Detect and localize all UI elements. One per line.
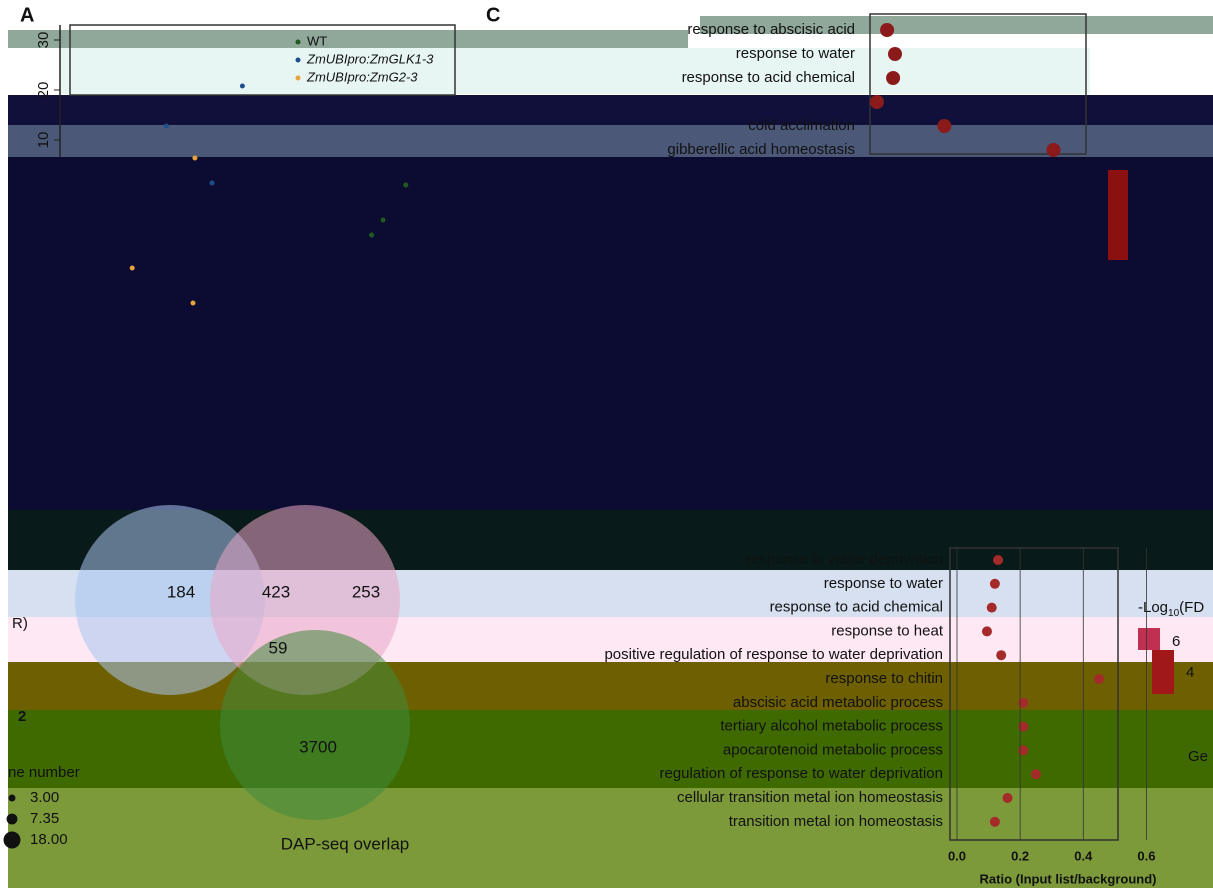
panel-label: C bbox=[486, 4, 500, 26]
colorbar-tick: 4 bbox=[1186, 664, 1194, 681]
size-key bbox=[3, 831, 21, 849]
band bbox=[8, 125, 1213, 157]
colorbar-tick: 6 bbox=[1172, 633, 1180, 650]
band bbox=[8, 157, 1213, 510]
term-label: response to water bbox=[824, 575, 943, 592]
x-tick-label: 0.4 bbox=[1074, 848, 1093, 863]
plot-frame bbox=[949, 547, 1119, 841]
title-part: (FD bbox=[1179, 599, 1204, 616]
plot-frame bbox=[869, 13, 1087, 155]
term-label: response to chitin bbox=[825, 670, 943, 687]
term-label: cold acclimation bbox=[748, 117, 855, 134]
title-part: 10 bbox=[1168, 608, 1180, 619]
term-label: response to abscisic acid bbox=[687, 21, 855, 38]
term-label: positive regulation of response to water… bbox=[604, 646, 943, 663]
term-label: abscisic acid metabolic process bbox=[733, 694, 943, 711]
dot bbox=[937, 119, 952, 133]
point bbox=[190, 300, 196, 306]
dot bbox=[986, 602, 997, 613]
fdr-legend-title: -Log10(FD bbox=[1138, 599, 1204, 619]
plot-frame bbox=[69, 24, 456, 96]
colorbar bbox=[1138, 628, 1160, 650]
venn-count: 3700 bbox=[299, 737, 337, 756]
point bbox=[380, 217, 386, 223]
dot bbox=[981, 626, 992, 637]
dot bbox=[1002, 793, 1013, 803]
band bbox=[700, 16, 1213, 34]
dot bbox=[1046, 143, 1061, 157]
venn-count: 59 bbox=[269, 638, 288, 657]
band bbox=[8, 95, 1213, 125]
dot bbox=[989, 816, 1000, 827]
dot bbox=[1018, 745, 1029, 756]
venn-count: 253 bbox=[352, 582, 380, 601]
fragment: Ge bbox=[1188, 748, 1208, 765]
term-label: response to water deprivation bbox=[746, 551, 943, 568]
term-label: response to water bbox=[736, 45, 855, 62]
dot bbox=[996, 650, 1007, 661]
term-label: cellular transition metal ion homeostasi… bbox=[677, 789, 943, 806]
dot bbox=[1094, 674, 1105, 684]
point bbox=[129, 265, 135, 271]
term-label: apocarotenoid metabolic process bbox=[723, 741, 943, 758]
y-tick-label: 10 bbox=[35, 132, 52, 149]
title-part: -Log bbox=[1138, 599, 1168, 616]
point bbox=[163, 123, 169, 129]
size-key-label: 18.00 bbox=[30, 831, 68, 848]
dot bbox=[1018, 721, 1029, 732]
term-label: response to heat bbox=[831, 622, 944, 639]
dot bbox=[1018, 697, 1029, 708]
size-key bbox=[6, 813, 18, 825]
dot bbox=[880, 23, 895, 37]
x-tick-label: 0.6 bbox=[1137, 848, 1155, 863]
dot bbox=[989, 578, 1000, 589]
size-key bbox=[8, 794, 16, 802]
venn-set bbox=[75, 505, 265, 695]
y-tick-label: 30 bbox=[35, 32, 52, 49]
band bbox=[8, 30, 688, 48]
x-tick-label: 0.2 bbox=[1011, 848, 1029, 863]
fragment: 2 bbox=[18, 708, 26, 725]
dot bbox=[886, 71, 901, 85]
legend-label: ZmUBIpro:ZmGLK1-3 bbox=[306, 51, 434, 66]
panel-label: A bbox=[20, 4, 34, 26]
venn-set bbox=[220, 630, 410, 820]
venn-count: 184 bbox=[167, 582, 195, 601]
band bbox=[8, 710, 1213, 788]
venn-count: 423 bbox=[262, 582, 290, 601]
term-label: regulation of response to water deprivat… bbox=[659, 765, 943, 782]
size-key-label: 3.00 bbox=[30, 789, 59, 806]
dot bbox=[887, 47, 902, 61]
term-label: response to acid chemical bbox=[770, 599, 943, 616]
legend-marker bbox=[295, 39, 301, 45]
dot bbox=[1030, 769, 1041, 780]
dot bbox=[993, 555, 1004, 565]
band bbox=[8, 788, 1213, 888]
point bbox=[209, 180, 215, 186]
legend-label: ZmUBIpro:ZmG2-3 bbox=[306, 69, 418, 84]
term-label: gibberellic acid homeostasis bbox=[667, 141, 855, 158]
legend-label: WT bbox=[307, 33, 327, 48]
legend-marker bbox=[295, 57, 301, 63]
legend-marker bbox=[295, 75, 301, 81]
size-key-label: 7.35 bbox=[30, 810, 59, 827]
dot bbox=[869, 95, 884, 109]
point bbox=[403, 182, 409, 188]
point bbox=[369, 232, 375, 238]
fragment: R) bbox=[12, 615, 28, 632]
y-tick-label: 20 bbox=[35, 82, 52, 99]
term-label: transition metal ion homeostasis bbox=[729, 813, 943, 830]
x-tick-label: 0.0 bbox=[948, 848, 966, 863]
term-label: tertiary alcohol metabolic process bbox=[720, 718, 943, 735]
term-label: response to acid chemical bbox=[682, 69, 855, 86]
point bbox=[239, 83, 245, 89]
venn-title: DAP-seq overlap bbox=[281, 834, 410, 853]
size-legend-title: ne number bbox=[8, 764, 80, 781]
colorbar bbox=[1152, 650, 1174, 694]
x-axis-title: Ratio (Input list/background) bbox=[980, 871, 1157, 886]
point bbox=[192, 155, 198, 161]
band bbox=[60, 48, 1090, 94]
colorbar bbox=[1108, 170, 1128, 260]
